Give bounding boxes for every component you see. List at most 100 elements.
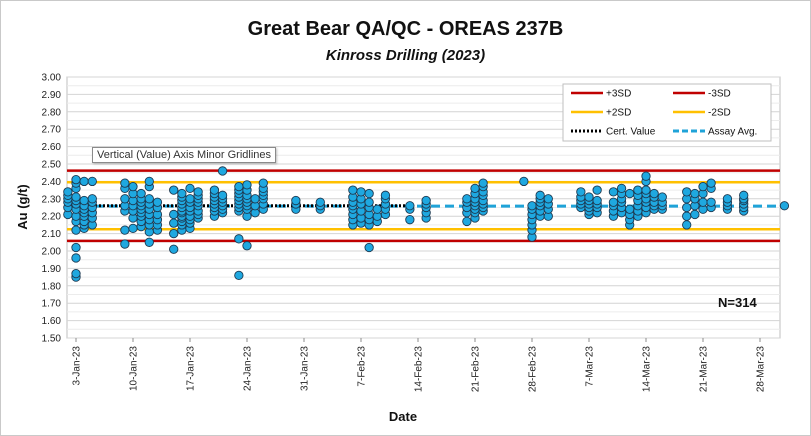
data-point[interactable] [128, 223, 138, 234]
y-axis-ticks[interactable]: 1.50 1.60 1.70 1.80 1.90 2.00 2.10 2.20 2.30 2.40… [42, 73, 62, 345]
data-point[interactable] [527, 201, 537, 211]
data-point[interactable] [144, 176, 154, 187]
data-point[interactable] [169, 209, 179, 220]
data-point[interactable] [185, 194, 195, 204]
data-point[interactable] [616, 183, 627, 194]
data-point[interactable] [682, 202, 692, 213]
data-point[interactable] [234, 270, 244, 281]
data-point[interactable] [315, 197, 325, 207]
data-point[interactable] [462, 194, 472, 204]
data-point[interactable] [71, 192, 81, 202]
data-point[interactable] [608, 197, 619, 207]
data-point[interactable] [169, 185, 179, 195]
data-point[interactable] [405, 201, 415, 211]
data-point[interactable] [380, 190, 391, 200]
y-tick-label: 2.70 [42, 125, 62, 136]
data-point[interactable] [364, 242, 374, 253]
data-point[interactable] [584, 192, 594, 202]
data-point[interactable] [641, 185, 651, 195]
data-point[interactable] [625, 188, 635, 199]
y-tick-label: 3.00 [42, 73, 62, 84]
data-point[interactable] [682, 220, 692, 230]
data-point[interactable] [71, 225, 81, 235]
data-point[interactable] [71, 253, 81, 263]
data-point[interactable] [258, 178, 268, 188]
data-point[interactable] [690, 188, 700, 199]
data-point[interactable] [682, 187, 692, 197]
data-point[interactable] [250, 194, 260, 204]
data-point[interactable] [291, 195, 301, 206]
data-point[interactable] [71, 242, 81, 253]
data-point[interactable] [698, 197, 708, 207]
data-point[interactable] [478, 178, 488, 188]
data-point[interactable] [543, 194, 553, 204]
data-point[interactable] [364, 197, 374, 207]
data-point[interactable] [690, 209, 700, 220]
data-point[interactable] [217, 166, 228, 176]
data-point[interactable] [71, 268, 81, 279]
data-point[interactable] [356, 187, 366, 197]
data-point[interactable] [209, 185, 220, 195]
data-point[interactable] [608, 187, 619, 197]
data-point[interactable] [519, 176, 529, 187]
x-axis-title[interactable]: Date [389, 409, 417, 424]
data-point[interactable] [739, 190, 749, 200]
y-axis-title[interactable]: Au (g/t) [15, 184, 30, 229]
data-point[interactable] [576, 187, 586, 197]
x-tick-label: 28-Feb-23 [528, 346, 539, 393]
data-point[interactable] [657, 192, 667, 202]
data-point[interactable] [144, 194, 154, 204]
data-point[interactable] [185, 183, 195, 194]
data-point[interactable] [592, 185, 602, 195]
data-point[interactable] [779, 201, 790, 211]
data-point[interactable] [722, 194, 733, 204]
data-point[interactable] [234, 181, 244, 192]
data-point[interactable] [706, 197, 716, 207]
data-point[interactable] [169, 244, 179, 254]
data-point[interactable] [242, 180, 252, 190]
data-point[interactable] [234, 234, 244, 244]
data-point[interactable] [169, 218, 179, 228]
data-point[interactable] [87, 194, 97, 204]
data-point[interactable] [698, 181, 708, 192]
data-point[interactable] [364, 188, 374, 199]
data-point[interactable] [79, 176, 89, 187]
data-point[interactable] [152, 197, 163, 207]
data-point[interactable] [79, 195, 89, 206]
data-point[interactable] [405, 215, 415, 225]
data-point[interactable] [242, 241, 252, 251]
data-point[interactable] [177, 188, 187, 199]
data-point[interactable] [71, 175, 81, 185]
data-point[interactable] [682, 211, 692, 221]
y-tick-label: 1.80 [42, 281, 62, 292]
data-point[interactable] [592, 195, 602, 206]
data-point[interactable] [169, 228, 179, 239]
data-point[interactable] [348, 185, 358, 195]
data-point[interactable] [641, 171, 651, 181]
data-point[interactable] [87, 176, 97, 187]
data-point[interactable] [136, 188, 146, 199]
data-point[interactable] [372, 204, 382, 214]
data-point[interactable] [120, 239, 130, 249]
data-point[interactable] [120, 225, 130, 235]
data-point[interactable] [706, 178, 716, 188]
data-point[interactable] [144, 237, 154, 247]
data-point[interactable] [120, 194, 130, 204]
data-point[interactable] [128, 181, 138, 192]
sample-count-label: N=314 [718, 295, 757, 310]
data-point[interactable] [217, 190, 228, 200]
data-point[interactable] [633, 185, 643, 195]
data-point[interactable] [120, 178, 130, 188]
chart-title: Great Bear QA/QC - OREAS 237B [247, 18, 564, 40]
legend[interactable]: +3SD -3SD +2SD -2SD Cert. Value Assay Avg. [562, 83, 772, 142]
data-point[interactable] [462, 216, 472, 227]
data-point[interactable] [649, 188, 659, 199]
data-point[interactable] [421, 195, 431, 206]
data-point[interactable] [63, 187, 73, 197]
x-axis-ticks[interactable]: 3-Jan-23 10-Jan-23 17-Jan-23 24-Jan-23 31-Ja… [72, 338, 767, 392]
data-point[interactable] [193, 187, 203, 197]
data-point[interactable] [535, 190, 545, 200]
data-point[interactable] [625, 204, 635, 214]
data-point[interactable] [470, 183, 480, 194]
